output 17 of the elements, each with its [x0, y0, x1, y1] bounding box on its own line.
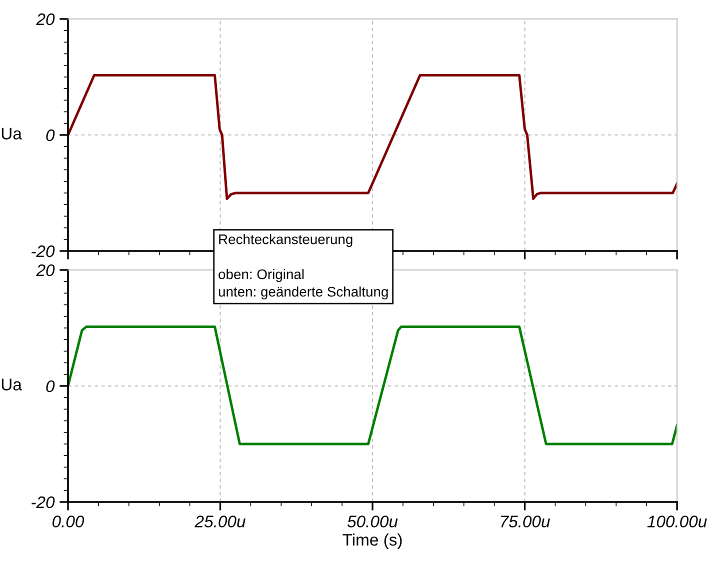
line-series: [68, 74, 678, 200]
line-series: [68, 326, 678, 446]
x-tick-label: 50.00u: [347, 516, 398, 528]
y-tick-label: -20: [32, 496, 55, 508]
x-tick-label: 75.00u: [501, 516, 550, 528]
y-tick-label: 0: [46, 380, 55, 392]
x-axis-title: Time (s): [342, 533, 402, 550]
y-tick-label: -20: [32, 245, 55, 258]
x-tick-label: 0.00: [52, 516, 84, 528]
text: Rechteckansteuerung oben: Original unten: geänderte Schaltung: [218, 234, 388, 300]
x-tick-label: 25.00u: [194, 516, 246, 528]
y-axis-title: Ua: [2, 128, 22, 140]
y-tick-label: 0: [46, 129, 55, 142]
y-axis-title: Ua: [2, 378, 22, 390]
y-tick-label: 20: [36, 264, 55, 276]
x-tick-label: 100.00u: [647, 516, 707, 528]
y-tick-label: 20: [36, 13, 55, 26]
